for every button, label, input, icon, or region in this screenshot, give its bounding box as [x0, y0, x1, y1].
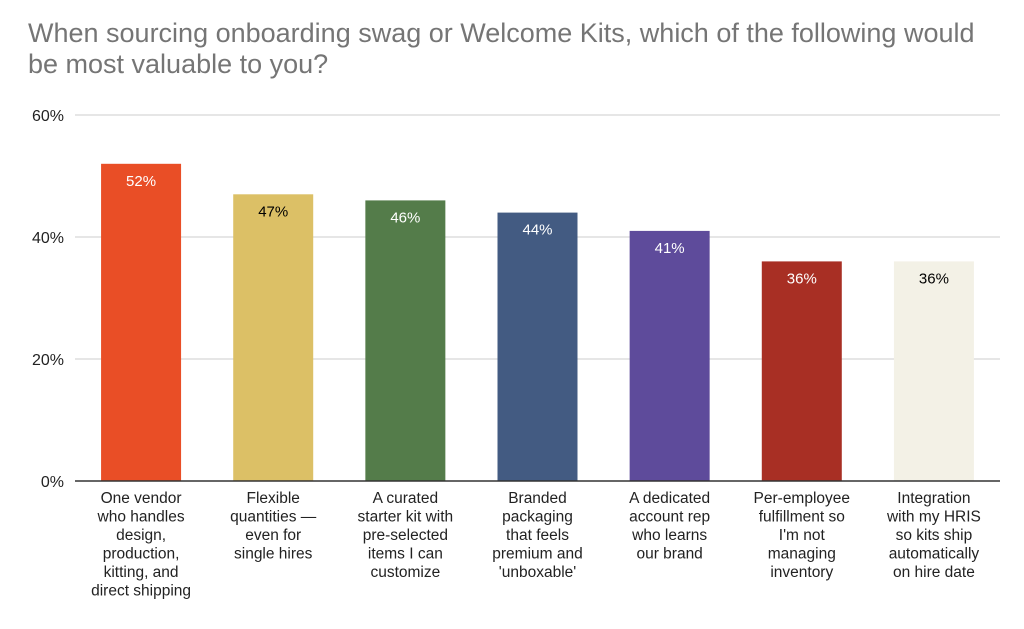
- x-tick-label: Per-employee: [754, 490, 851, 507]
- data-label: 52%: [126, 173, 156, 190]
- bar: [497, 212, 578, 481]
- bar: [365, 200, 446, 481]
- x-tick-label: our brand: [636, 546, 702, 563]
- x-tick-label: on hire date: [893, 564, 975, 581]
- y-tick-label: 20%: [32, 352, 64, 369]
- x-tick-label: Flexible: [247, 490, 300, 507]
- bar: [629, 230, 710, 481]
- x-tick-label: that feels: [506, 527, 569, 544]
- bar: [233, 194, 314, 482]
- x-tick-label: quantities —: [230, 509, 317, 526]
- bar: [101, 163, 182, 482]
- chart-title: When sourcing onboarding swag or Welcome…: [28, 18, 975, 79]
- x-tick-label: with my HRIS: [886, 509, 981, 526]
- x-tick-label: items I can: [368, 546, 443, 563]
- x-tick-label: single hires: [234, 546, 313, 563]
- y-tick-label: 60%: [32, 108, 64, 125]
- x-tick-label: so kits ship: [896, 527, 973, 544]
- x-tick-label: One vendor: [101, 490, 182, 507]
- data-label: 41%: [655, 240, 685, 257]
- x-tick-label: customize: [370, 564, 440, 581]
- x-tick-label: 'unboxable': [499, 564, 576, 581]
- x-tick-label: Branded: [508, 490, 567, 507]
- x-tick-label: kitting, and: [104, 564, 179, 581]
- x-tick-label: A curated: [373, 490, 439, 507]
- bar: [761, 261, 842, 481]
- y-tick-label: 40%: [32, 230, 64, 247]
- x-tick-label: design,: [116, 527, 166, 544]
- x-tick-label: starter kit with: [358, 509, 454, 526]
- x-tick-label: even for: [245, 527, 301, 544]
- x-tick-label: production,: [103, 546, 180, 563]
- data-label: 36%: [787, 270, 817, 287]
- data-label: 36%: [919, 270, 949, 287]
- data-label: 46%: [390, 209, 420, 226]
- y-tick-label: 0%: [41, 474, 64, 491]
- x-tick-label: premium and: [492, 546, 582, 563]
- x-tick-label: Integration: [897, 490, 970, 507]
- data-label: 44%: [522, 222, 552, 239]
- data-label: 47%: [258, 203, 288, 220]
- x-tick-label: account rep: [629, 509, 710, 526]
- x-tick-label: inventory: [770, 564, 833, 581]
- x-tick-label: managing: [768, 546, 836, 563]
- x-tick-label: A dedicated: [629, 490, 710, 507]
- x-tick-label: pre-selected: [363, 527, 448, 544]
- x-tick-label: direct shipping: [91, 583, 191, 600]
- x-tick-label: fulfillment so: [759, 509, 845, 526]
- x-tick-label: I'm not: [779, 527, 826, 544]
- x-tick-label: packaging: [502, 509, 573, 526]
- x-tick-label: automatically: [889, 546, 980, 563]
- bar: [893, 261, 974, 481]
- x-tick-label: who learns: [631, 527, 707, 544]
- x-tick-label: who handles: [97, 509, 185, 526]
